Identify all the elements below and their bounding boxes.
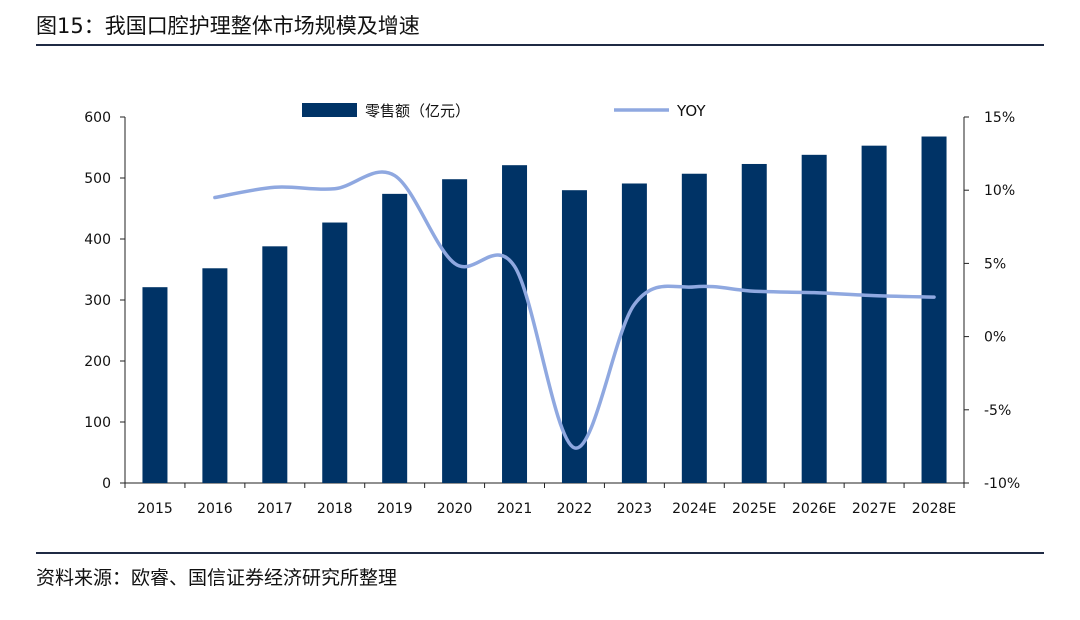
bar	[202, 268, 228, 483]
x-tick-label: 2021	[497, 501, 533, 517]
line-series	[213, 170, 936, 450]
y-right-tick-label: 5%	[984, 256, 1006, 272]
bar	[801, 154, 827, 483]
y-left-tick-label: 0	[102, 476, 111, 492]
bar	[142, 287, 168, 483]
x-tick-label: 2017	[257, 501, 293, 517]
bar	[621, 183, 647, 484]
x-tick-label: 2025E	[732, 501, 776, 517]
x-tick-label: 2028E	[912, 501, 956, 517]
x-tick-label: 2015	[137, 501, 173, 517]
source-note: 资料来源：欧睿、国信证券经济研究所整理	[36, 567, 398, 589]
y-left-tick-label: 500	[84, 171, 111, 187]
x-tick-label: 2023	[617, 501, 653, 517]
x-tick-label: 2027E	[852, 501, 896, 517]
yoy-line	[213, 170, 936, 450]
combo-chart: 2015 2016 2017 2018 2019 2020 2021 2022 2023 2024…	[84, 102, 1020, 517]
chart-axes	[120, 116, 969, 488]
y-right-tick-label: -10%	[984, 476, 1020, 492]
bar	[921, 136, 947, 483]
x-tick-label: 2018	[317, 501, 353, 517]
title-rule	[36, 44, 1044, 46]
y-right-tick-label: 0%	[984, 330, 1006, 346]
y-right-tick-labels: 15% 10% 5% 0% -5% -10%	[984, 110, 1020, 492]
bar	[741, 163, 767, 483]
figure-title: 图15：我国口腔护理整体市场规模及增速	[36, 14, 420, 38]
y-left-tick-label: 400	[84, 232, 111, 248]
source-rule	[36, 552, 1044, 554]
bar	[861, 145, 887, 484]
x-tick-label: 2016	[197, 501, 233, 517]
y-left-tick-label: 300	[84, 293, 111, 309]
bar	[322, 222, 348, 483]
y-right-tick-label: -5%	[984, 403, 1011, 419]
legend-bar-label: 零售额（亿元）	[365, 102, 470, 120]
y-left-tick-label: 100	[84, 415, 111, 431]
y-left-tick-label: 600	[84, 110, 111, 126]
y-right-tick-label: 10%	[984, 183, 1015, 199]
bar	[442, 179, 468, 483]
x-tick-label: 2026E	[792, 501, 836, 517]
bar	[681, 173, 707, 484]
legend-bar-swatch	[302, 103, 357, 117]
y-right-tick-label: 15%	[984, 110, 1015, 126]
bar	[382, 193, 408, 484]
y-left-tick-label: 200	[84, 354, 111, 370]
x-tick-label: 2024E	[672, 501, 716, 517]
legend: 零售额（亿元） YOY	[302, 102, 706, 120]
bar	[502, 165, 528, 483]
x-tick-label: 2022	[557, 501, 593, 517]
legend-line-label: YOY	[676, 102, 706, 120]
x-tick-label: 2020	[437, 501, 473, 517]
y-left-tick-labels: 0 100 200 300 400 500 600	[84, 110, 111, 492]
x-tick-labels: 2015 2016 2017 2018 2019 2020 2021 2022 2023 2024…	[137, 501, 956, 517]
bar	[262, 246, 288, 483]
x-tick-label: 2019	[377, 501, 413, 517]
bar-series	[142, 136, 947, 484]
